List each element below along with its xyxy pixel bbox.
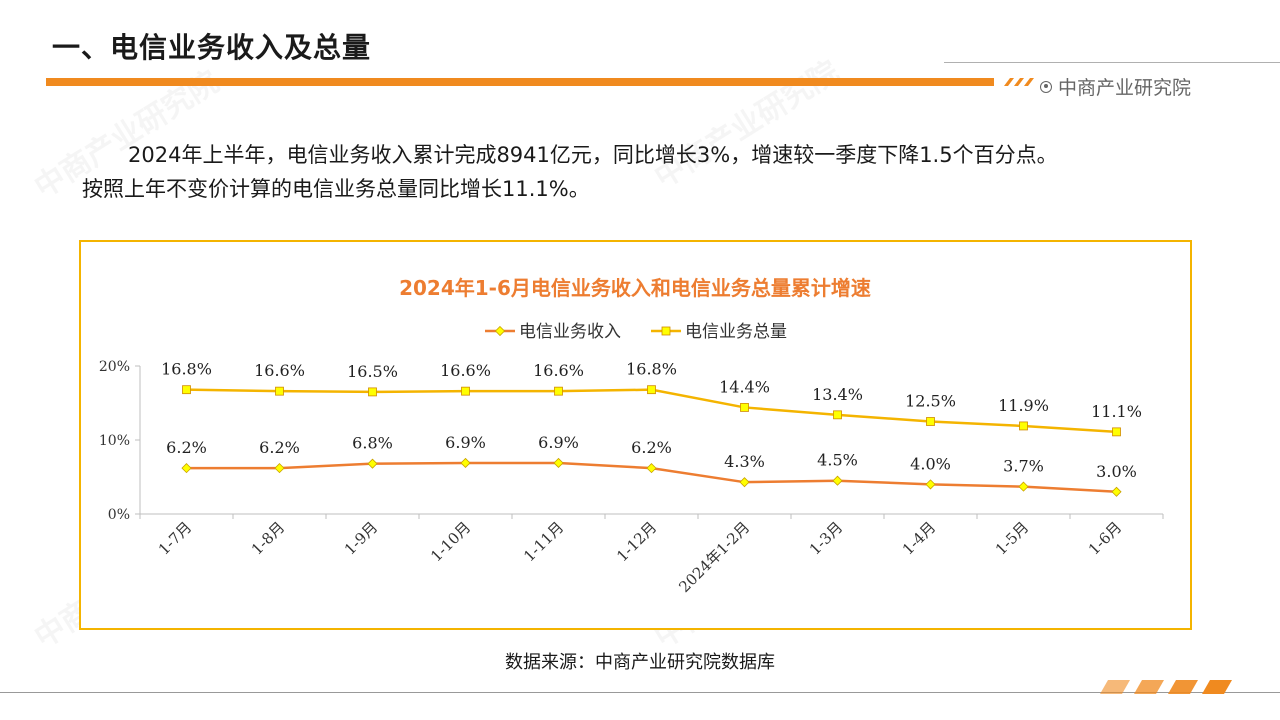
- data-label-revenue: 6.9%: [445, 433, 486, 452]
- data-point-revenue: [367, 458, 378, 469]
- brand-label: 中商产业研究院: [1058, 77, 1192, 99]
- header-divider: [944, 62, 1280, 63]
- data-point-volume: [1019, 421, 1028, 431]
- data-label-revenue: 6.9%: [538, 433, 579, 452]
- series-line-volume: [186, 388, 1117, 434]
- chart-frame: 2024年1-6月电信业务收入和电信业务总量累计增速 电信业务收入 电信业务总量 …: [79, 240, 1192, 630]
- paragraph-line-2: 按照上年不变价计算的电信业务总量同比增长11.1%。: [82, 177, 590, 201]
- data-point-volume: [740, 403, 749, 412]
- data-point-volume: [1112, 427, 1121, 437]
- data-point-volume: [647, 385, 656, 395]
- data-label-revenue: 6.2%: [166, 438, 207, 457]
- chart-series: 6.2% 6.2% 6.8% 6.9% 6.9% 6.2% 4.3% 4.5% 4.0% 3.7%…: [161, 360, 1142, 497]
- y-tick-label: 10%: [99, 433, 130, 449]
- chart-axes: 0% 10% 20% 1-7月 1-8月 1-9月 1-10月 1-11月 1-12月 2024年…: [99, 359, 1164, 596]
- data-label-revenue: 4.3%: [724, 452, 765, 471]
- x-tick-label: 1-7月: [155, 518, 195, 558]
- legend-marker: [661, 326, 671, 336]
- legend-label: 电信业务总量: [685, 322, 787, 342]
- x-tick-label: 1-9月: [341, 518, 381, 558]
- data-point-revenue: [553, 457, 564, 469]
- data-label-volume: 16.6%: [254, 361, 305, 380]
- data-point-volume: [926, 417, 935, 426]
- data-point-volume: [275, 386, 284, 396]
- data-point-revenue: [181, 463, 192, 474]
- x-tick-label: 1-5月: [992, 518, 1032, 558]
- data-point-volume: [368, 387, 377, 397]
- brand: 中商产业研究院: [1040, 73, 1191, 100]
- x-tick-label: 1-12月: [613, 518, 660, 565]
- paragraph-line-1: 2024年上半年，电信业务收入累计完成8941亿元，同比增长3%，增速较一季度下…: [128, 143, 1058, 167]
- data-point-volume: [182, 385, 191, 395]
- intro-paragraph: 2024年上半年，电信业务收入累计完成8941亿元，同比增长3%，增速较一季度下…: [82, 138, 1202, 206]
- data-label-volume: 13.4%: [812, 385, 863, 404]
- data-label-revenue: 3.7%: [1003, 457, 1044, 476]
- brand-dot-icon: [1040, 80, 1052, 93]
- data-label-volume: 16.6%: [440, 361, 491, 380]
- data-point-volume: [461, 386, 470, 396]
- title-accent-bar: [46, 78, 994, 86]
- data-point-revenue: [739, 477, 750, 488]
- data-label-volume: 16.8%: [626, 360, 677, 379]
- data-label-volume: 12.5%: [905, 392, 956, 411]
- data-label-volume: 11.1%: [1091, 402, 1142, 421]
- data-label-volume: 14.4%: [719, 377, 770, 396]
- data-point-revenue: [646, 463, 657, 474]
- data-label-volume: 11.9%: [998, 396, 1049, 415]
- data-source: 数据来源：中商产业研究院数据库: [505, 652, 775, 673]
- data-point-revenue: [460, 457, 471, 469]
- x-tick-label: 1-11月: [520, 518, 567, 565]
- data-point-revenue: [925, 479, 936, 490]
- data-label-volume: 16.8%: [161, 360, 212, 379]
- data-label-volume: 16.5%: [347, 362, 398, 381]
- data-label-revenue: 6.2%: [259, 438, 300, 457]
- data-label-revenue: 6.2%: [631, 438, 672, 457]
- title-stripes-decoration: [1004, 78, 1034, 86]
- y-tick-label: 20%: [99, 359, 130, 375]
- line-chart: 2024年1-6月电信业务收入和电信业务总量累计增速 电信业务收入 电信业务总量 …: [99, 276, 1164, 596]
- chart-title: 2024年1-6月电信业务收入和电信业务总量累计增速: [399, 276, 871, 300]
- data-point-revenue: [832, 475, 843, 486]
- data-point-revenue: [1018, 481, 1029, 492]
- footer-stripes-decoration: [1100, 680, 1232, 694]
- data-label-volume: 16.6%: [533, 361, 584, 380]
- data-point-revenue: [1111, 486, 1122, 497]
- data-label-revenue: 4.0%: [910, 454, 951, 473]
- y-tick-label: 0%: [108, 507, 130, 523]
- legend-label: 电信业务收入: [519, 322, 621, 342]
- chart-legend: 电信业务收入 电信业务总量: [485, 322, 787, 342]
- data-point-revenue: [274, 463, 285, 474]
- x-tick-label: 1-10月: [427, 518, 474, 565]
- data-label-revenue: 3.0%: [1096, 462, 1137, 481]
- page-title: 一、电信业务收入及总量: [52, 31, 372, 64]
- data-label-revenue: 4.5%: [817, 451, 858, 470]
- x-tick-label: 2024年1-2月: [675, 518, 753, 596]
- data-point-volume: [554, 386, 563, 396]
- data-label-revenue: 6.8%: [352, 434, 393, 453]
- x-tick-label: 1-3月: [806, 518, 846, 558]
- x-tick-label: 1-8月: [248, 518, 288, 558]
- x-tick-label: 1-6月: [1085, 518, 1125, 558]
- footer-divider: [0, 692, 1280, 693]
- x-tick-label: 1-4月: [899, 518, 939, 558]
- legend-marker: [494, 325, 506, 337]
- data-point-volume: [833, 410, 842, 420]
